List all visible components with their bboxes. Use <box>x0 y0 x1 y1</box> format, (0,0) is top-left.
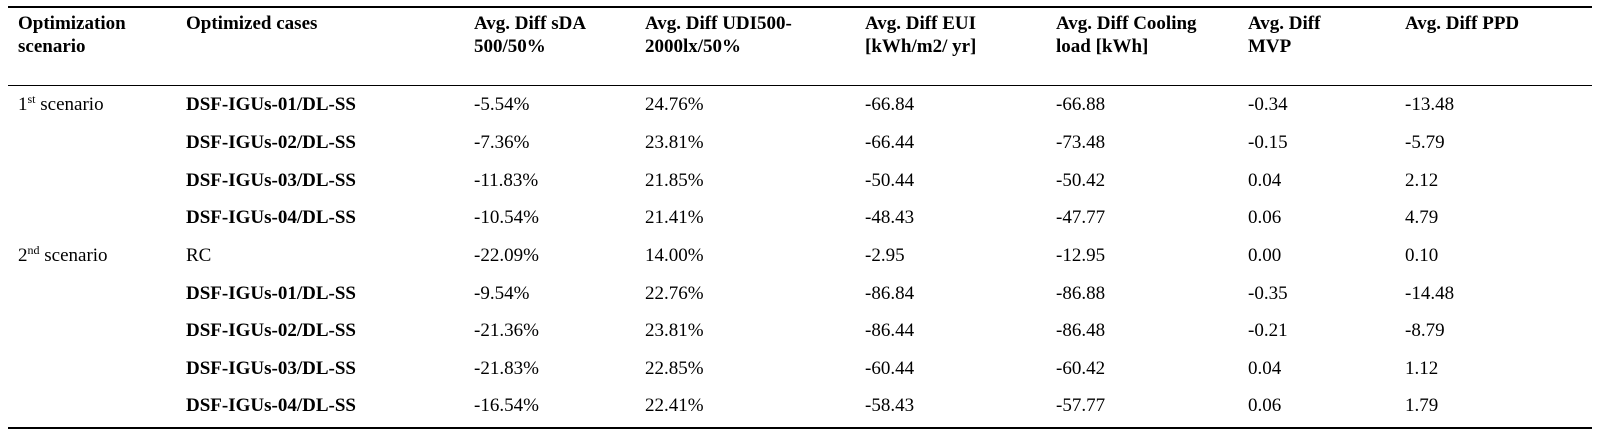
sda-cell: -5.54% <box>474 94 530 115</box>
case-cell: RC <box>186 245 212 266</box>
udi-cell: 22.76% <box>645 283 704 304</box>
case-cell: DSF-IGUs-03/DL-SS <box>186 358 356 379</box>
cooling-load-cell: -86.88 <box>1056 283 1106 304</box>
udi-cell: 14.00% <box>645 245 704 266</box>
scenario-word: scenario <box>39 245 108 266</box>
scenario-number: 2 <box>18 245 28 266</box>
ppd-cell: 2.12 <box>1405 170 1439 191</box>
eui-cell: -66.44 <box>865 132 915 153</box>
eui-cell: -2.95 <box>865 245 905 266</box>
ppd-cell: 4.79 <box>1405 207 1439 228</box>
table-top-rule <box>8 6 1592 8</box>
mvp-cell: 0.04 <box>1248 358 1282 379</box>
scenario-label-1: 1st scenario <box>18 93 104 116</box>
ppd-cell: -8.79 <box>1405 320 1445 341</box>
sda-cell: -11.83% <box>474 170 539 191</box>
header-separator-rule <box>8 85 1592 86</box>
eui-cell: -58.43 <box>865 395 915 416</box>
ppd-cell: 0.10 <box>1405 245 1439 266</box>
sda-cell: -7.36% <box>474 132 530 153</box>
mvp-cell: -0.35 <box>1248 283 1288 304</box>
case-cell: DSF-IGUs-04/DL-SS <box>186 207 356 228</box>
scenario-label-2: 2nd scenario <box>18 244 108 267</box>
case-cell: DSF-IGUs-01/DL-SS <box>186 94 356 115</box>
sda-cell: -22.09% <box>474 245 539 266</box>
mvp-cell: 0.06 <box>1248 395 1282 416</box>
eui-cell: -86.84 <box>865 283 915 304</box>
case-cell: DSF-IGUs-02/DL-SS <box>186 132 356 153</box>
mvp-cell: 0.06 <box>1248 207 1282 228</box>
ppd-cell: -13.48 <box>1405 94 1455 115</box>
cooling-load-cell: -86.48 <box>1056 320 1106 341</box>
mvp-cell: 0.04 <box>1248 170 1282 191</box>
udi-cell: 23.81% <box>645 132 704 153</box>
udi-cell: 21.41% <box>645 207 704 228</box>
eui-cell: -86.44 <box>865 320 915 341</box>
mvp-cell: -0.21 <box>1248 320 1288 341</box>
sda-cell: -21.36% <box>474 320 539 341</box>
ppd-cell: -5.79 <box>1405 132 1445 153</box>
table-bottom-rule <box>8 427 1592 429</box>
header-avg-diff-mvp: Avg. Diff MVP <box>1248 13 1321 57</box>
eui-cell: -60.44 <box>865 358 915 379</box>
header-optimized-cases: Optimized cases <box>186 13 318 34</box>
sda-cell: -10.54% <box>474 207 539 228</box>
cooling-load-cell: -12.95 <box>1056 245 1106 266</box>
scenario-number: 1 <box>18 94 28 115</box>
cooling-load-cell: -50.42 <box>1056 170 1106 191</box>
ppd-cell: -14.48 <box>1405 283 1455 304</box>
ppd-cell: 1.12 <box>1405 358 1439 379</box>
udi-cell: 23.81% <box>645 320 704 341</box>
case-cell: DSF-IGUs-04/DL-SS <box>186 395 356 416</box>
cooling-load-cell: -47.77 <box>1056 207 1106 228</box>
header-avg-diff-cooling-load: Avg. Diff Cooling load [kWh] <box>1056 13 1197 57</box>
eui-cell: -48.43 <box>865 207 915 228</box>
udi-cell: 24.76% <box>645 94 704 115</box>
header-avg-diff-eui: Avg. Diff EUI [kWh/m2/ yr] <box>865 13 977 57</box>
header-avg-diff-ppd: Avg. Diff PPD <box>1405 13 1520 34</box>
udi-cell: 21.85% <box>645 170 704 191</box>
ppd-cell: 1.79 <box>1405 395 1439 416</box>
udi-cell: 22.85% <box>645 358 704 379</box>
mvp-cell: -0.15 <box>1248 132 1288 153</box>
scenario-ordinal-suffix: st <box>27 92 36 106</box>
sda-cell: -9.54% <box>474 283 530 304</box>
eui-cell: -66.84 <box>865 94 915 115</box>
cooling-load-cell: -57.77 <box>1056 395 1106 416</box>
mvp-cell: -0.34 <box>1248 94 1288 115</box>
case-cell: DSF-IGUs-02/DL-SS <box>186 320 356 341</box>
sda-cell: -21.83% <box>474 358 539 379</box>
scenario-ordinal-suffix: nd <box>27 243 40 257</box>
eui-cell: -50.44 <box>865 170 915 191</box>
case-cell: DSF-IGUs-03/DL-SS <box>186 170 356 191</box>
cooling-load-cell: -66.88 <box>1056 94 1106 115</box>
sda-cell: -16.54% <box>474 395 539 416</box>
scenario-word: scenario <box>35 94 104 115</box>
cooling-load-cell: -60.42 <box>1056 358 1106 379</box>
mvp-cell: 0.00 <box>1248 245 1282 266</box>
header-avg-diff-sda: Avg. Diff sDA 500/50% <box>474 13 586 57</box>
header-avg-diff-udi: Avg. Diff UDI500-2000lx/50% <box>645 13 792 57</box>
udi-cell: 22.41% <box>645 395 704 416</box>
cooling-load-cell: -73.48 <box>1056 132 1106 153</box>
case-cell: DSF-IGUs-01/DL-SS <box>186 283 356 304</box>
header-optimization-scenario: Optimization scenario <box>18 13 126 57</box>
